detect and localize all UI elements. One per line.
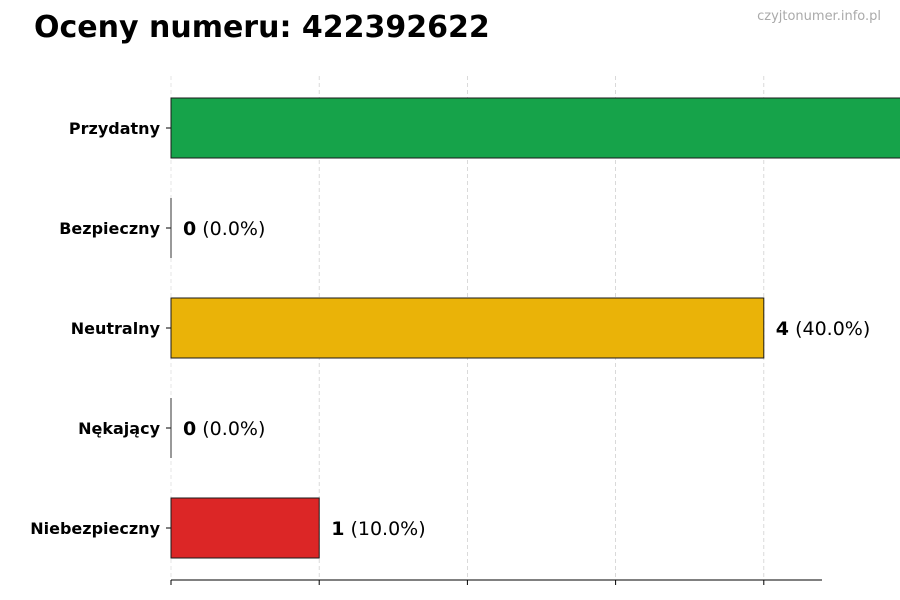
chart-title: Oceny numeru: 422392622 xyxy=(34,10,490,45)
category-label: Niebezpieczny xyxy=(30,519,160,538)
category-label: Przydatny xyxy=(69,119,161,138)
value-count: 4 xyxy=(776,318,789,340)
bar xyxy=(170,97,900,159)
value-percent: (10.0%) xyxy=(344,518,425,540)
value-percent: (0.0%) xyxy=(196,218,265,240)
value-label: 1 (10.0%) xyxy=(331,518,425,540)
value-label: 0 (0.0%) xyxy=(183,218,265,240)
bar xyxy=(170,497,320,559)
value-percent: (40.0%) xyxy=(789,318,870,340)
value-count: 0 xyxy=(183,218,196,240)
value-count: 0 xyxy=(183,418,196,440)
value-count: 1 xyxy=(331,518,344,540)
value-percent: (0.0%) xyxy=(196,418,265,440)
category-label: Nękający xyxy=(78,419,160,438)
category-label: Bezpieczny xyxy=(59,219,160,238)
watermark: czyjtonumer.info.pl xyxy=(757,9,881,24)
value-label: 4 (40.0%) xyxy=(776,318,870,340)
category-label: Neutralny xyxy=(71,319,161,338)
bar xyxy=(170,297,765,359)
value-label: 0 (0.0%) xyxy=(183,418,265,440)
